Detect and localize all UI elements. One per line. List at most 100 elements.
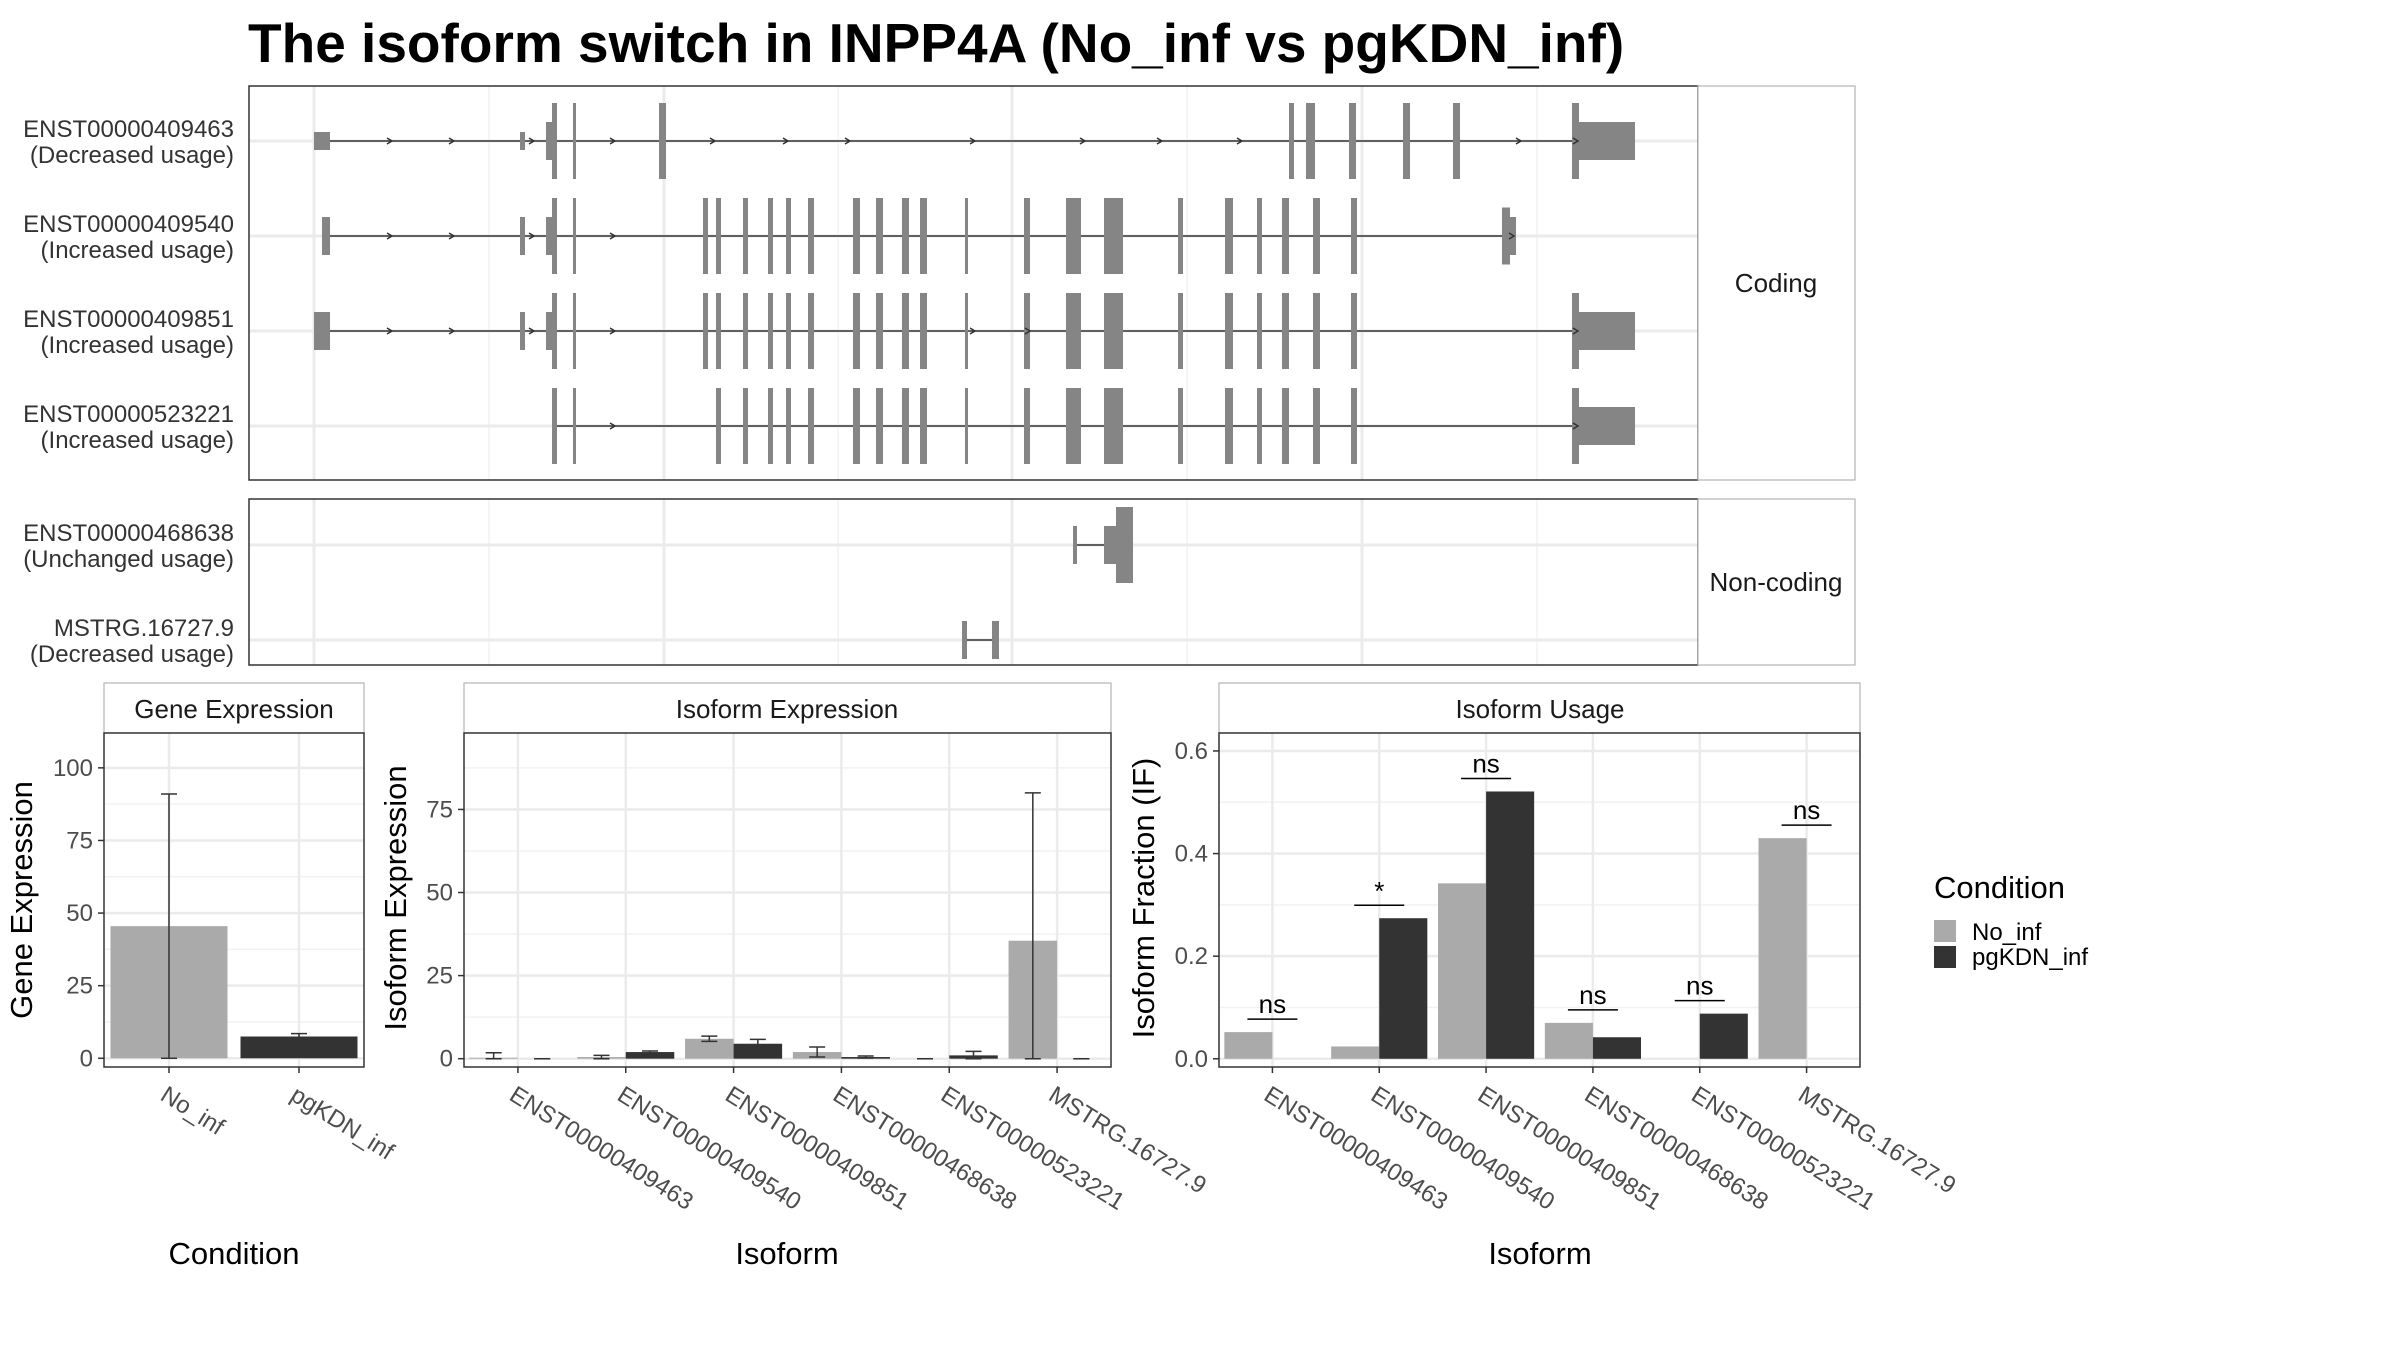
exon-0	[314, 132, 330, 150]
significance-label-enst00000523221: ns	[1686, 971, 1713, 1001]
direction-arrow-4	[969, 327, 977, 335]
x-tick-label-enst00000523221: ENST00000523221	[936, 1081, 1129, 1216]
x-tick-label-pgkdn-inf: pgKDN_inf	[286, 1081, 399, 1166]
exon-1	[992, 621, 999, 659]
transcript-labels: ENST00000409463(Decreased usage)ENST0000…	[23, 116, 234, 668]
x-tick-label-enst00000523221: ENST00000523221	[1687, 1081, 1880, 1216]
gene-expression-y-title: Gene Expression	[4, 781, 39, 1019]
y-tick-label: 0.2	[1175, 943, 1208, 970]
exon-9	[902, 388, 909, 464]
exon-16	[1024, 293, 1030, 369]
bar-enst00000409540-pgkdn-inf	[1379, 918, 1428, 1059]
direction-arrow-2	[528, 232, 536, 240]
exon-3	[552, 103, 557, 179]
transcript-id-mstrg-16727-9: MSTRG.16727.9	[54, 615, 234, 642]
error-bar-enst00000409851-no-inf	[701, 1035, 718, 1043]
error-bar-enst00000468638-no-inf	[809, 1046, 826, 1058]
transcript-enst00000523221	[552, 388, 1635, 464]
exon-2	[546, 312, 556, 350]
bar-enst00000409463-no-inf	[1224, 1032, 1273, 1059]
isoform-expression-panel-border	[463, 732, 1112, 1068]
bar-enst00000523221-pgkdn-inf	[1699, 1013, 1748, 1059]
exon-7	[743, 293, 748, 369]
gene-expression-x-title: Condition	[169, 1236, 300, 1271]
error-bar-pgkdn-inf	[291, 1032, 307, 1041]
plot-background	[1219, 733, 1860, 1067]
transcript-mstrg-16727-9	[962, 621, 999, 659]
direction-arrow-1	[448, 137, 456, 145]
significance-label-enst00000409463: ns	[1259, 989, 1286, 1019]
exon-13	[902, 293, 909, 369]
direction-arrow-1	[448, 327, 456, 335]
direction-arrow-5	[1024, 327, 1032, 335]
error-bar-enst00000409540-pgkdn-inf	[642, 1050, 659, 1055]
x-tick-label-enst00000468638: ENST00000468638	[1580, 1081, 1773, 1216]
x-tick-label-enst00000468638: ENST00000468638	[828, 1081, 1021, 1216]
error-bar-enst00000409463-no-inf	[485, 1051, 502, 1060]
transcript-usage-enst00000409851: (Increased usage)	[41, 332, 234, 359]
significance-label-enst00000468638: ns	[1579, 980, 1606, 1010]
exon-5	[786, 388, 791, 464]
exon-20	[1351, 388, 1357, 464]
exon-22	[1579, 407, 1635, 445]
exon-1	[520, 217, 525, 255]
significance-label-enst00000409540: *	[1374, 876, 1384, 906]
exon-7	[853, 388, 860, 464]
y-tick-label: 0.0	[1175, 1046, 1208, 1073]
direction-arrow-11	[1515, 137, 1523, 145]
exon-9	[786, 198, 791, 274]
isoform-expression-strip-label: Isoform Expression	[676, 694, 899, 724]
direction-arrow-3	[609, 327, 617, 335]
exon-4	[573, 293, 576, 369]
legend-title: Condition	[1934, 870, 2065, 905]
gene-expression-strip	[103, 682, 365, 734]
bar-enst00000409540-pgkdn-inf	[625, 1052, 675, 1059]
bar-enst00000409540-no-inf	[1331, 1046, 1380, 1059]
direction-arrow-0	[386, 232, 394, 240]
exon-12	[876, 293, 883, 369]
direction-arrow-6	[1572, 327, 1580, 335]
exon-8	[876, 388, 883, 464]
isoform-usage-panel-border	[1218, 732, 1861, 1068]
direction-arrow-9	[1156, 137, 1164, 145]
transcript-usage-enst00000468638: (Unchanged usage)	[23, 546, 234, 573]
exon-5	[703, 198, 708, 274]
exon-0	[962, 621, 967, 659]
coding-panel-border	[248, 85, 1699, 481]
legend-label-pgkdn-inf: pgKDN_inf	[1972, 944, 2088, 971]
transcript-usage-enst00000409463: (Decreased usage)	[30, 142, 234, 169]
direction-arrow-3	[609, 137, 617, 145]
exon-23	[1313, 293, 1320, 369]
exon-12	[1579, 122, 1635, 160]
error-bar-enst00000409540-no-inf	[593, 1054, 610, 1060]
coding-strip	[1697, 85, 1856, 481]
exon-17	[1066, 198, 1081, 274]
coding-strip-label: Coding	[1735, 268, 1817, 298]
noncoding-strip	[1697, 498, 1856, 666]
exon-14	[920, 198, 927, 274]
exon-18	[1282, 388, 1289, 464]
exon-6	[1289, 103, 1294, 179]
exon-2	[546, 122, 556, 160]
exon-8	[768, 293, 773, 369]
transcript-gridlines	[249, 86, 1698, 665]
exon-12	[876, 198, 883, 274]
exon-16	[1225, 388, 1233, 464]
exon-26	[1579, 312, 1635, 350]
exon-1	[520, 132, 525, 150]
exon-21	[1257, 293, 1262, 369]
exon-19	[1178, 198, 1183, 274]
exon-17	[1257, 388, 1262, 464]
bar-pgkdn-inf	[240, 1036, 358, 1059]
y-tick-label: 0	[440, 1046, 453, 1073]
y-tick-label: 50	[66, 900, 93, 927]
transcript-usage-enst00000523221: (Increased usage)	[41, 427, 234, 454]
y-tick-label: 75	[426, 796, 453, 823]
exon-0	[322, 217, 330, 255]
exon-4	[768, 388, 773, 464]
direction-arrow-3	[609, 232, 617, 240]
error-bar-enst00000523221-pgkdn-inf	[965, 1050, 982, 1060]
exon-11	[965, 388, 968, 464]
legend-label-no-inf: No_inf	[1972, 919, 2042, 946]
